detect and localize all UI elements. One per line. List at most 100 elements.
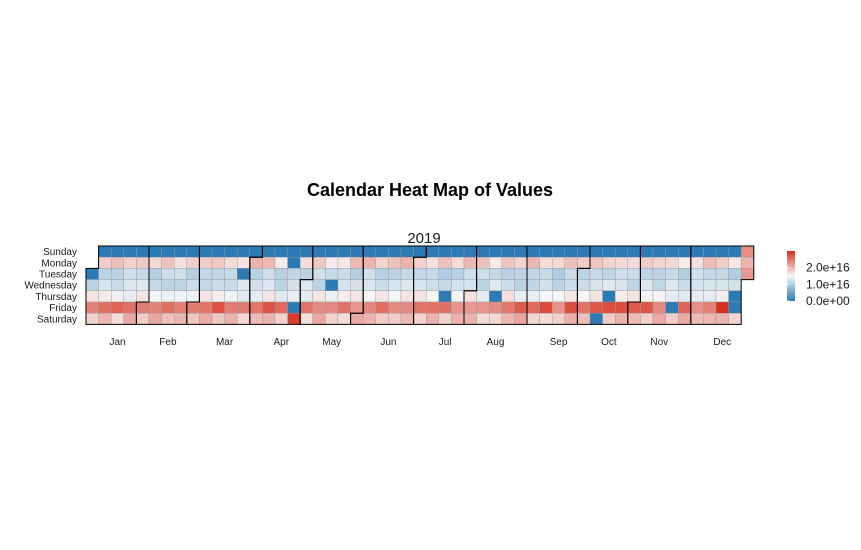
heatmap-cell — [400, 257, 414, 269]
heatmap-cell — [249, 257, 263, 269]
heatmap-cell — [552, 245, 566, 258]
heatmap-cell — [224, 279, 238, 292]
heatmap-cell — [350, 290, 364, 303]
heatmap-cell — [577, 245, 591, 258]
heatmap-cell — [640, 313, 654, 325]
heatmap-cell — [123, 268, 137, 280]
heatmap-cell — [400, 279, 414, 292]
month-label: Mar — [216, 337, 234, 348]
heatmap-cell — [363, 245, 377, 258]
heatmap-cell — [211, 245, 225, 258]
heatmap-cell — [665, 279, 679, 292]
heatmap-cell — [526, 245, 540, 258]
heatmap-cell — [224, 313, 238, 325]
heatmap-cell — [627, 268, 641, 280]
heatmap-cell — [312, 290, 326, 303]
heatmap-cell — [337, 290, 351, 303]
heatmap-cell — [236, 257, 250, 269]
heatmap-cell — [148, 290, 162, 303]
heatmap-cell — [577, 257, 591, 269]
heatmap-cell — [589, 313, 603, 325]
heatmap-cell — [337, 301, 351, 314]
heatmap-cell — [337, 313, 351, 325]
heatmap-cell — [262, 279, 276, 292]
heatmap-cell — [363, 268, 377, 280]
heatmap-cell — [173, 268, 187, 280]
heatmap-cell — [615, 301, 629, 314]
heatmap-cell — [173, 279, 187, 292]
heatmap-cell — [173, 313, 187, 325]
heatmap-cell — [539, 257, 553, 269]
heatmap-cell — [236, 245, 250, 258]
heatmap-cell — [287, 301, 301, 314]
heatmap-cell — [690, 279, 704, 292]
heatmap-cell — [577, 290, 591, 303]
heatmap-cell — [148, 245, 162, 258]
month-label: Aug — [487, 337, 505, 348]
heatmap-cell — [627, 313, 641, 325]
heatmap-cell — [312, 313, 326, 325]
heatmap-cell — [526, 313, 540, 325]
heatmap-cell — [262, 257, 276, 269]
heatmap-cell — [426, 245, 440, 258]
heatmap-cell — [236, 313, 250, 325]
heatmap-cell — [186, 313, 200, 325]
heatmap-cell — [161, 268, 175, 280]
heatmap-cell — [123, 279, 137, 292]
heatmap-cell — [501, 279, 515, 292]
heatmap-cell — [312, 279, 326, 292]
heatmap-cell — [211, 257, 225, 269]
heatmap-cell — [476, 257, 490, 269]
heatmap-cell — [627, 245, 641, 258]
heatmap-cell — [539, 301, 553, 314]
heatmap-cell — [652, 301, 666, 314]
heatmap-cell — [665, 290, 679, 303]
heatmap-cell — [413, 301, 427, 314]
heatmap-cell — [652, 268, 666, 280]
heatmap-cell — [451, 279, 465, 292]
heatmap-cell — [224, 257, 238, 269]
heatmap-cell — [199, 301, 213, 314]
heatmap-cell — [564, 268, 578, 280]
weekday-label: Thursday — [35, 292, 77, 303]
heatmap-cell — [123, 313, 137, 325]
heatmap-cell — [728, 245, 742, 258]
heatmap-cell — [325, 313, 339, 325]
month-label: Apr — [274, 337, 290, 348]
heatmap-cell — [690, 268, 704, 280]
heatmap-cell — [451, 257, 465, 269]
month-label: Jun — [380, 337, 396, 348]
heatmap-cell — [199, 279, 213, 292]
heatmap-cell — [501, 301, 515, 314]
heatmap-cell — [161, 313, 175, 325]
heatmap-cell — [363, 313, 377, 325]
heatmap-cell — [186, 301, 200, 314]
heatmap-cell — [640, 245, 654, 258]
heatmap-cell — [463, 279, 477, 292]
heatmap-cell — [400, 313, 414, 325]
heatmap-cell — [627, 257, 641, 269]
heatmap-cell — [602, 301, 616, 314]
month-labels: Jan Feb Mar Apr May Jun Jul Aug Sep Oct Nov Dec — [109, 337, 731, 348]
heatmap-cell — [715, 301, 729, 314]
heatmap-cell — [678, 257, 692, 269]
heatmap-cell — [489, 245, 503, 258]
heatmap-cell — [287, 290, 301, 303]
heatmap-cell — [110, 313, 124, 325]
month-label: Oct — [601, 337, 617, 348]
heatmap-cell — [514, 257, 528, 269]
heatmap-cell — [627, 301, 641, 314]
heatmap-cell — [602, 268, 616, 280]
heatmap-cell — [337, 245, 351, 258]
heatmap-cell — [476, 245, 490, 258]
heatmap-cell — [161, 279, 175, 292]
heatmap-cell — [161, 290, 175, 303]
heatmap-cell — [350, 268, 364, 280]
heatmap-cell — [249, 268, 263, 280]
heatmap-cell — [703, 245, 717, 258]
heatmap-cell — [236, 290, 250, 303]
heatmap-cell — [652, 313, 666, 325]
heatmap-cell — [413, 245, 427, 258]
heatmap-cell — [489, 257, 503, 269]
heatmap-cell — [564, 290, 578, 303]
